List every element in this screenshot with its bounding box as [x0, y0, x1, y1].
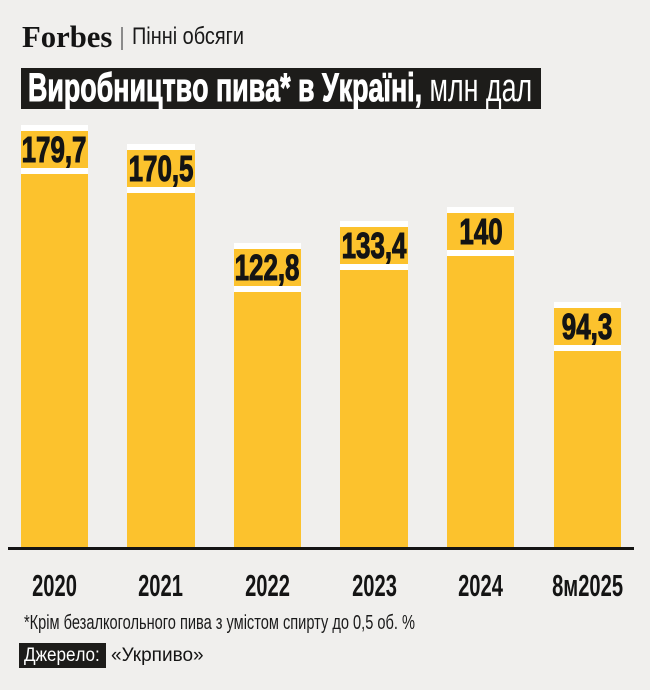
bar-value-label-2024: 140 [446, 207, 515, 257]
x-axis-line [8, 547, 634, 550]
chart-title-strong: Виробництво пива* в Україні, [28, 65, 423, 110]
chart-title-unit: млн дал [422, 65, 533, 110]
x-tick-label-2024: 2024 [458, 568, 504, 604]
chart-title-banner: Виробництво пива* в Україні, млн дал [21, 65, 541, 110]
bar-2023 [340, 270, 408, 547]
bar-value-label-2021: 170,5 [127, 144, 195, 194]
x-tick-label-2022: 2022 [245, 568, 290, 604]
x-tick-label-2020: 2020 [31, 568, 77, 604]
bar-2022 [233, 292, 302, 547]
bar-value-label-2023: 133,4 [340, 221, 408, 271]
bar-2020 [20, 173, 88, 547]
x-tick-label-8м2025: 8м2025 [551, 568, 623, 604]
bar-2021 [127, 193, 195, 547]
x-tick-label-2021: 2021 [138, 568, 184, 604]
bar-8м2025 [553, 351, 621, 547]
chart-title: Виробництво пива* в Україні, млн дал [28, 65, 533, 110]
bar-2024 [446, 256, 515, 547]
brand-divider [120, 26, 123, 50]
bar-value-label-8м2025: 94,3 [553, 302, 621, 352]
forbes-logo: Forbes [21, 18, 112, 54]
footnote: *Крім безалкогольного пива з умістом спи… [24, 612, 416, 635]
source-tag: Джерело: [19, 643, 106, 669]
bar-value-label-2022: 122,8 [233, 243, 302, 293]
x-tick-label-2023: 2023 [351, 568, 397, 604]
source-name: «Укрпиво» [111, 645, 204, 667]
bar-value-label-2020: 179,7 [20, 124, 88, 174]
source-label: Джерело: [24, 645, 100, 666]
rubric-label: Пінні обсяги [131, 23, 244, 51]
